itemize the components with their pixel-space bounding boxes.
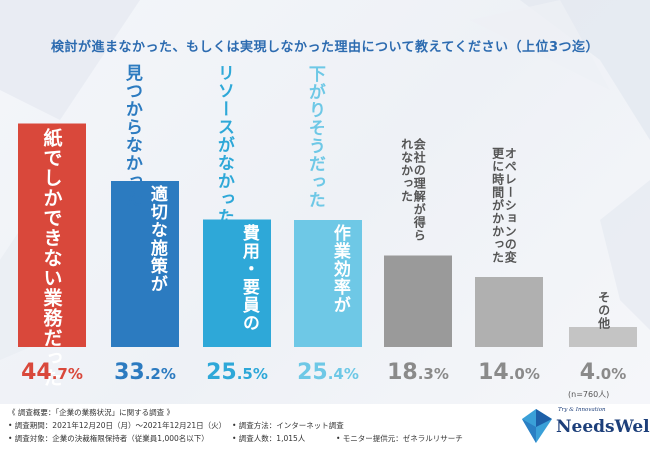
bar-4 — [294, 220, 362, 347]
footer-period: • 調査期間：2021年12月20日（月）〜2021年12月21日（火） — [8, 421, 227, 430]
bar-label-on-1: 紙でしかできない業務だった — [40, 127, 63, 388]
sample-size-note: (n=760人) — [568, 390, 610, 399]
percent-dec: .0% — [508, 365, 540, 383]
footer-target: • 調査対象：企業の決裁権限保持者（従業員1,000名以下） — [8, 434, 209, 443]
bar-label-above-6: オペレーションの変更に時間がかかった — [490, 147, 518, 264]
bar-label-above-5: 会社の理解が得られなかった — [399, 137, 427, 242]
bar-label-above-2: 見つからなかった — [121, 64, 142, 208]
footer-provider: • モニター提供元：ゼネラルリサーチ — [336, 434, 463, 443]
logo-tagline: Try & Innovation — [558, 407, 606, 413]
percent-int: 33 — [114, 360, 145, 385]
bar-label-above-3: リソースがなかった — [213, 64, 234, 226]
percent-dec: .2% — [144, 365, 176, 383]
percent-dec: .7% — [51, 365, 83, 383]
percent-int: 25 — [297, 360, 328, 385]
percent-label-2: 33.2% — [105, 360, 185, 385]
bar-3 — [203, 219, 271, 347]
percent-label-5: 18.3% — [378, 360, 458, 385]
chart-title: 検討が進まなかった、もしくは実現しなかった理由について教えてください（上位3つ迄… — [50, 40, 600, 55]
bar-label-above-7: その他 — [596, 291, 611, 330]
percent-label-3: 25.5% — [197, 360, 277, 385]
bar-1 — [18, 123, 86, 347]
percent-dec: .4% — [327, 365, 359, 383]
bar-label-above-4: 下がりそうだった — [304, 65, 325, 210]
percent-dec: .5% — [236, 365, 268, 383]
bar-2 — [111, 181, 179, 347]
percent-label-6: 14.0% — [469, 360, 549, 385]
bar-6 — [475, 277, 543, 347]
bar-7 — [569, 327, 637, 347]
percent-label-1: 44.7% — [12, 360, 92, 385]
logo-wordmark: NeedsWell — [556, 417, 650, 437]
bar-label-on-4: 作業効率が — [329, 224, 350, 314]
needswell-logo: Try & Innovation NeedsWell — [518, 407, 650, 445]
percent-dec: .0% — [595, 365, 627, 383]
percent-int: 18 — [387, 360, 418, 385]
percent-dec: .3% — [417, 365, 449, 383]
footer-heading: 《 調査概要：「企業の業務状況」に関する調査 》 — [8, 408, 175, 417]
percent-int: 44 — [21, 360, 52, 385]
percent-label-4: 25.4% — [288, 360, 368, 385]
bar-5 — [384, 255, 452, 347]
logo-mark-icon — [522, 409, 552, 443]
percent-int: 14 — [478, 360, 509, 385]
footer-method: • 調査方法：インターネット調査 — [232, 421, 344, 430]
bar-label-on-2: 適切な施策が — [146, 185, 167, 293]
bar-label-on-3: 費用・要員の — [238, 223, 259, 332]
percent-int: 4 — [579, 360, 596, 385]
percent-label-7: 4.0% — [563, 360, 643, 385]
bar-chart — [18, 123, 637, 347]
footer-count: • 調査人数：1,015人 — [232, 434, 306, 443]
percent-int: 25 — [206, 360, 237, 385]
